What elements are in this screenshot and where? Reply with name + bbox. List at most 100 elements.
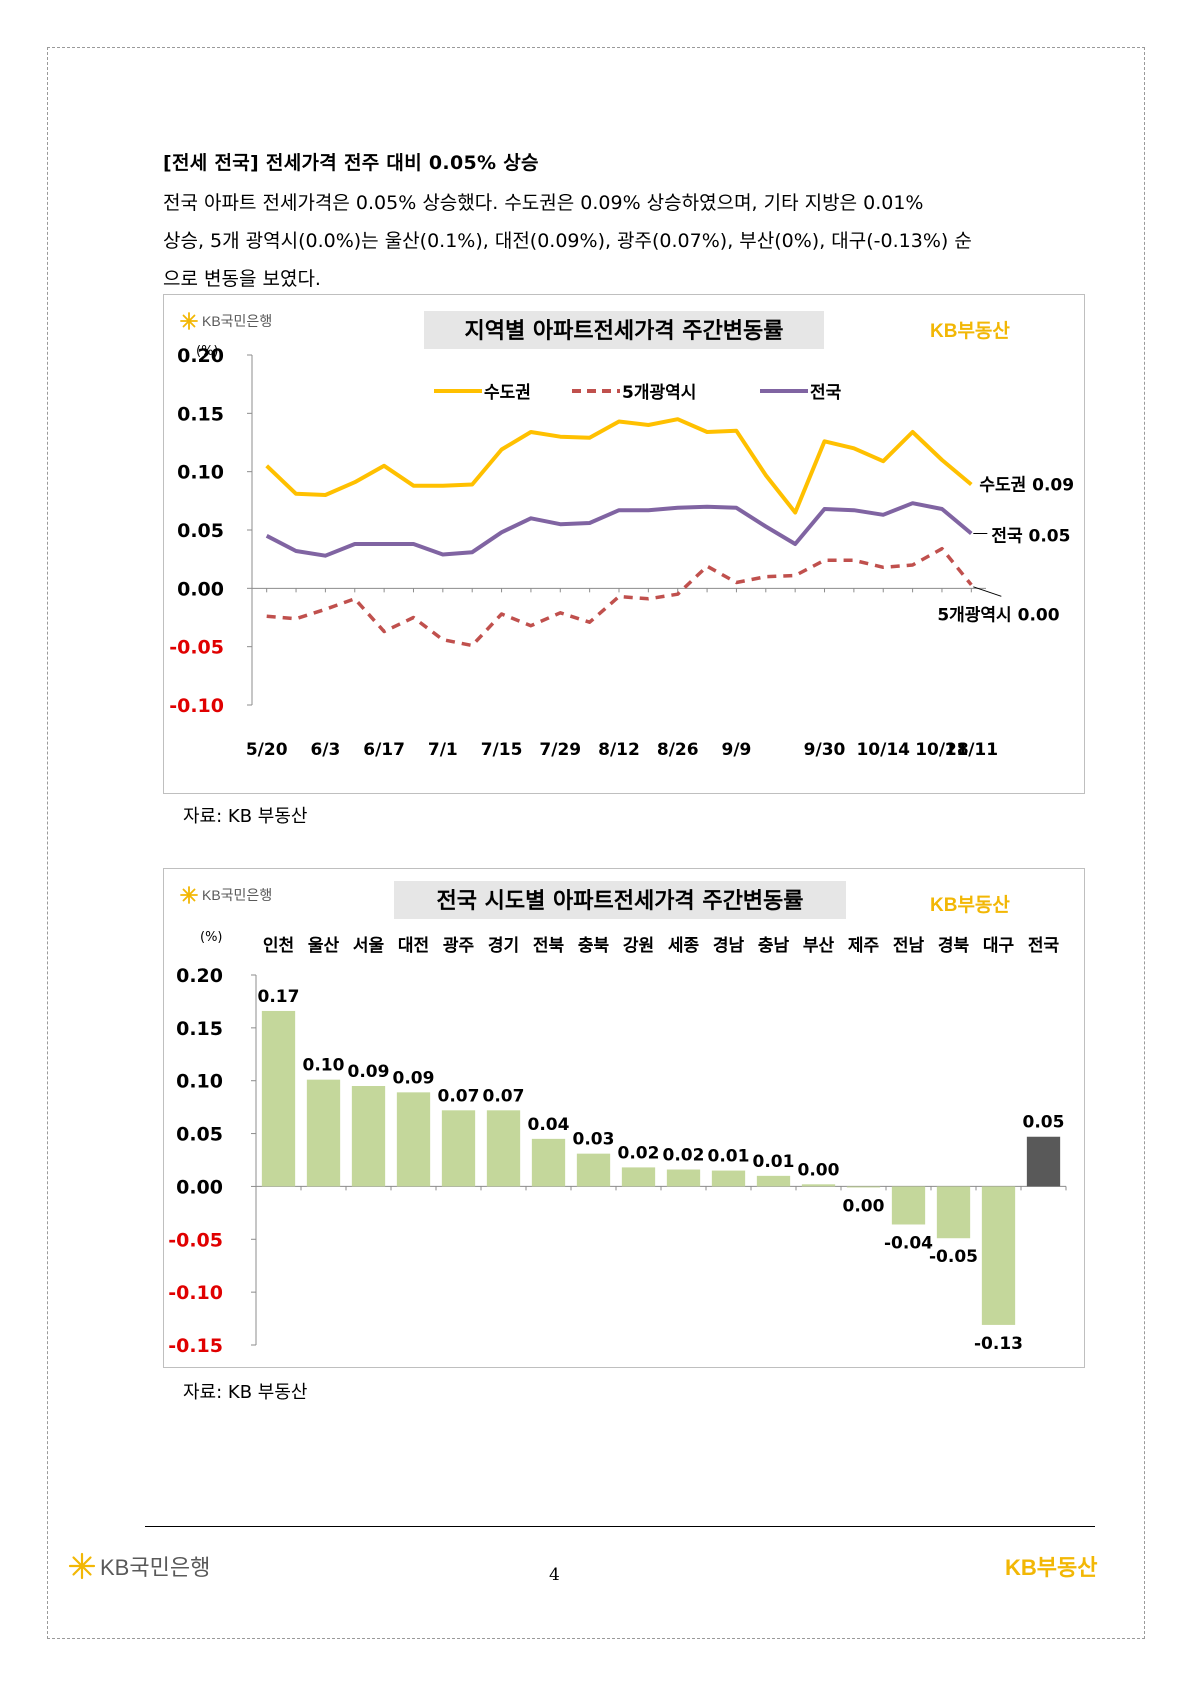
series-line-수도권: [265, 417, 973, 515]
category-label: 경남: [713, 936, 745, 956]
kb-bank-text: KB국민은행: [202, 313, 272, 329]
kb-bank-text: KB국민은행: [202, 887, 272, 903]
chart2-source: 자료: KB 부동산: [183, 1382, 308, 1403]
category-label: 충북: [578, 936, 610, 956]
kb-bank-logo: KB국민은행: [180, 886, 272, 904]
footer-kb-bank-text: KB국민은행: [100, 1555, 210, 1580]
category-label: 세종: [668, 936, 700, 956]
category-label: 대전: [398, 936, 429, 956]
bar-대구: [981, 1186, 1016, 1325]
series-end-label: 5개광역시 0.00: [937, 605, 1059, 625]
data-label: 0.02: [618, 1143, 660, 1163]
x-tick-label: 8/12: [598, 740, 640, 760]
y-tick-label: 0.10: [177, 462, 224, 484]
kb-star-icon: [180, 312, 198, 330]
y-tick-label: 0.00: [177, 578, 224, 600]
x-tick-label: 7/1: [428, 740, 458, 760]
x-tick-label: 6/17: [363, 740, 405, 760]
bar-경북: [936, 1186, 971, 1239]
data-label: 0.09: [393, 1068, 435, 1088]
data-label: 0.00: [843, 1196, 885, 1216]
bar-경남: [711, 1170, 746, 1187]
paragraph-line: 으로 변동을 보였다.: [163, 268, 321, 290]
data-label: 0.07: [438, 1086, 480, 1106]
bar-제주: [846, 1186, 881, 1188]
bar-전남: [891, 1186, 926, 1225]
data-label: -0.04: [884, 1233, 933, 1253]
bar-경기: [486, 1110, 521, 1187]
category-label: 대구: [983, 936, 1015, 956]
chart1-source: 자료: KB 부동산: [183, 806, 308, 827]
series-line-전국: [265, 501, 973, 558]
section-heading: [전세 전국] 전세가격 전주 대비 0.05% 상승: [163, 152, 539, 174]
footer-kb-estate-logo: KB부동산: [1005, 1550, 1115, 1588]
series-end-label: 수도권 0.09: [979, 476, 1074, 496]
bar-강원: [621, 1167, 656, 1187]
data-label: 0.02: [663, 1146, 705, 1166]
footer-rule: [145, 1526, 1095, 1527]
data-label: 0.10: [303, 1056, 345, 1076]
kb-estate-logo: KB부동산: [930, 894, 1010, 916]
legend-label: 수도권: [484, 383, 531, 403]
footer-kb-bank-logo: KB국민은행: [68, 1549, 238, 1587]
kb-star-icon: KB국민은행: [68, 1552, 210, 1580]
line-chart-svg: KB국민은행 KB부동산 지역별 아파트전세가격 주간변동률 (%)0.20 0.15 0…: [169, 311, 1074, 760]
data-label: 0.03: [573, 1130, 615, 1150]
category-label: 전북: [533, 936, 565, 956]
bar-세종: [666, 1169, 701, 1187]
bar-서울: [351, 1086, 386, 1187]
y-tick-label: -0.15: [168, 1335, 223, 1357]
province-bar-chart: KB국민은행 KB부동산 전국 시도별 아파트전세가격 주간변동률 (%) 0.20 0.…: [163, 868, 1085, 1368]
bar-인천: [261, 1010, 296, 1187]
x-tick-label: 10/28: [915, 740, 969, 760]
y-tick-label: 0.00: [176, 1176, 223, 1198]
kb-bank-logo: KB국민은행: [180, 312, 272, 330]
bar-전국: [1026, 1136, 1061, 1187]
category-label: 강원: [623, 936, 654, 956]
series-end-label: 전국 0.05: [991, 527, 1070, 547]
category-label: 경북: [938, 936, 970, 956]
bar-광주: [441, 1110, 476, 1187]
y-tick-label: 0.15: [176, 1018, 223, 1040]
category-label: 전국: [1028, 936, 1060, 956]
data-label: 0.05: [1023, 1113, 1065, 1133]
y-axis-unit: (%): [196, 344, 219, 359]
category-label: 충남: [758, 936, 790, 956]
bar-부산: [801, 1184, 836, 1187]
y-tick-label: 0.20: [176, 965, 223, 987]
star-stroke: [182, 888, 196, 902]
x-tick-label: 9/30: [804, 740, 846, 760]
legend-label: 전국: [810, 383, 842, 403]
x-tick-label: 5/20: [246, 740, 288, 760]
category-label: 전남: [893, 936, 925, 956]
series-line-5개광역시: [266, 546, 973, 648]
y-axis-unit: (%): [200, 930, 223, 945]
y-tick-label: -0.05: [169, 637, 224, 659]
paragraph-line: 전국 아파트 전세가격은 0.05% 상승했다. 수도권은 0.09% 상승하였…: [163, 192, 924, 214]
y-tick-label: 0.15: [177, 403, 224, 425]
data-label: 0.04: [528, 1115, 570, 1135]
data-label: -0.05: [929, 1247, 978, 1267]
category-label: 인천: [263, 936, 294, 956]
bar-chart-svg: KB국민은행 KB부동산 전국 시도별 아파트전세가격 주간변동률 (%) 0.20 0.…: [168, 881, 1067, 1357]
data-label: 0.17: [258, 987, 300, 1007]
category-label: 경기: [488, 936, 519, 956]
x-tick-label: 11/11: [945, 740, 999, 760]
y-tick-label: -0.05: [168, 1229, 223, 1251]
data-label: 0.09: [348, 1062, 390, 1082]
y-tick-label: -0.10: [169, 695, 224, 717]
summary-paragraph: 전국 아파트 전세가격은 0.05% 상승했다. 수도권은 0.09% 상승하였…: [163, 184, 1103, 298]
page-number: 4: [549, 1565, 560, 1585]
category-label: 제주: [848, 936, 880, 956]
chart-title-box: [424, 311, 824, 349]
category-label: 부산: [803, 936, 835, 956]
legend-label: 5개광역시: [622, 383, 696, 403]
bar-울산: [306, 1079, 341, 1187]
regional-line-chart: KB국민은행 KB부동산 지역별 아파트전세가격 주간변동률 (%) 0.20 0.15 0…: [163, 294, 1085, 794]
star-stroke: [182, 314, 196, 328]
y-tick-label: 0.20: [177, 345, 224, 367]
chart-title: 지역별 아파트전세가격 주간변동률: [465, 319, 784, 344]
paragraph-line: 상승, 5개 광역시(0.0%)는 울산(0.1%), 대전(0.09%), 광…: [163, 230, 972, 252]
bar-충남: [756, 1175, 791, 1187]
bar-대전: [396, 1092, 431, 1187]
